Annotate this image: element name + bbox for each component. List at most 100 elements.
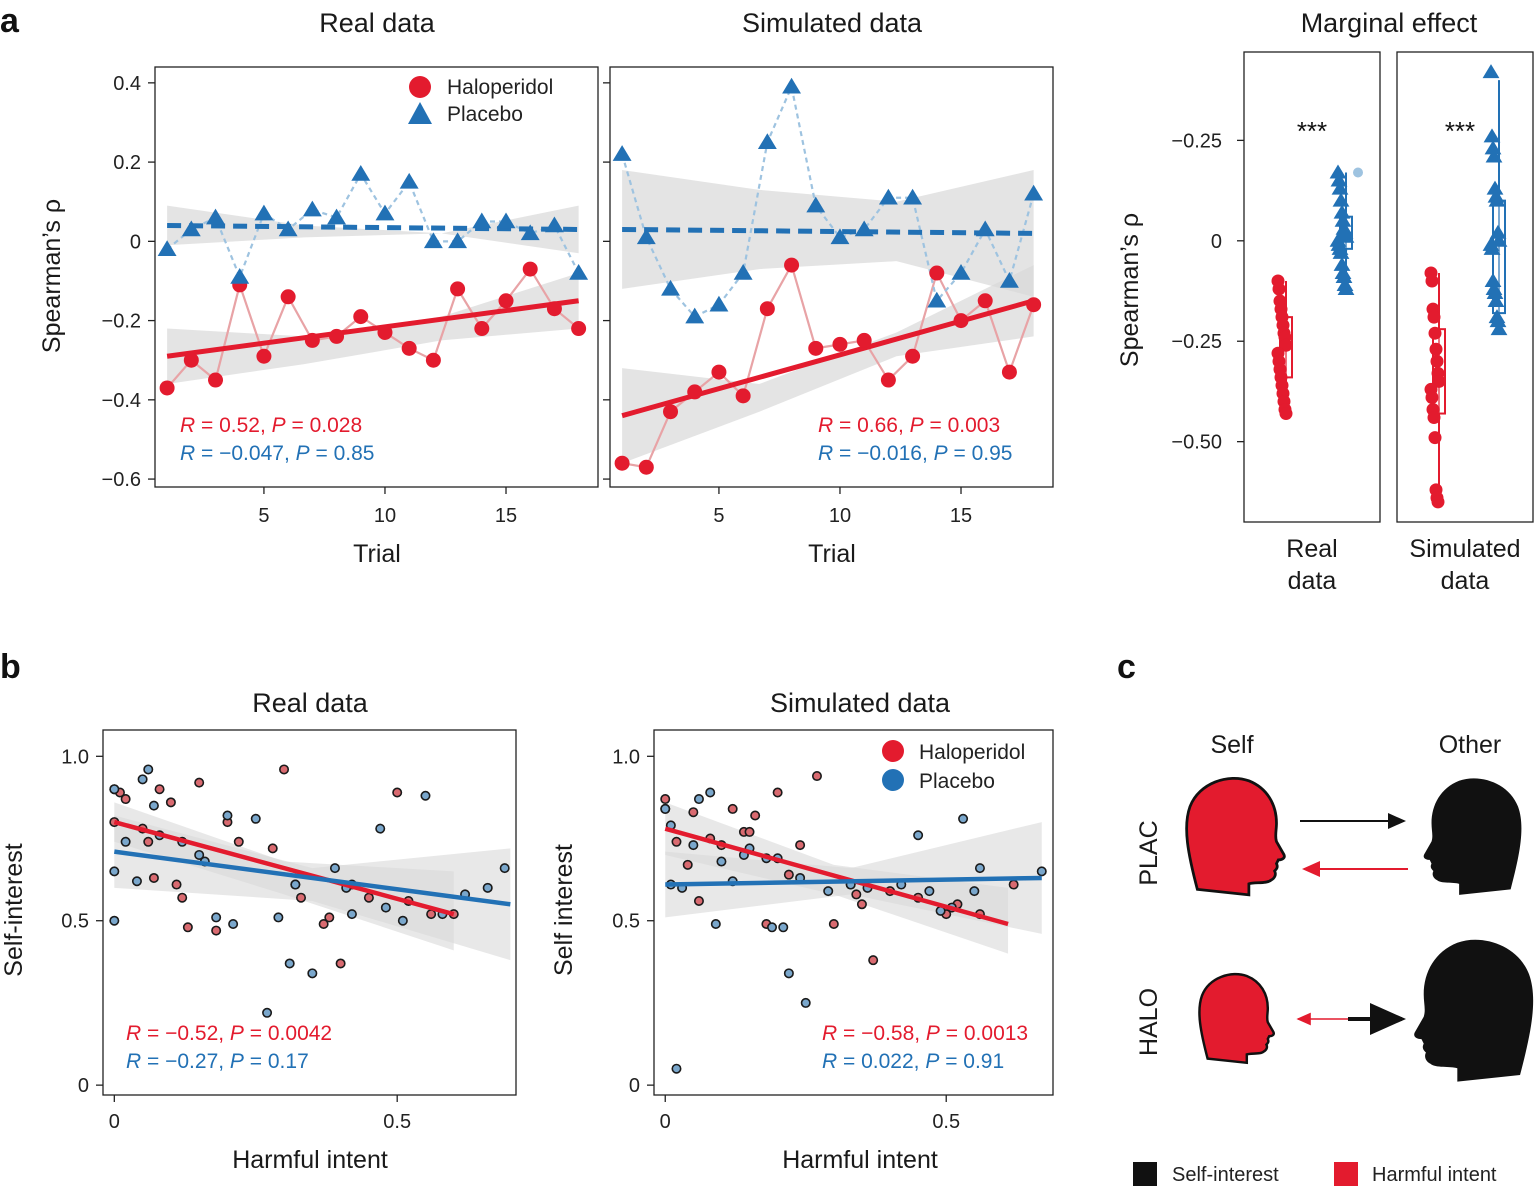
data-marks [157, 164, 589, 396]
point-placebo [1486, 285, 1504, 300]
y-tick-label: −0.25 [1171, 130, 1222, 152]
point-placebo [131, 876, 142, 887]
point-placebo [1333, 256, 1351, 271]
y-axis-label: Spearman’s ρ [1116, 213, 1144, 367]
point-placebo [482, 882, 493, 893]
facet-frame-real [1243, 51, 1381, 523]
axis-ticks: 5 10 15 0.4 0.2 0 −0.2 −0.4 −0.6 [102, 73, 518, 527]
chart-b-real-data: Real data Self-interest Harmful intent 0… [0, 688, 517, 1174]
axis-ticks: 0 0.5 0 0.5 1.0 [612, 746, 960, 1133]
point-placebo [346, 909, 357, 920]
chart-title: Real data [319, 8, 436, 38]
x-axis-label: Trial [808, 540, 856, 568]
point-placebo [351, 164, 371, 181]
point-placebo [1483, 240, 1501, 255]
y-tick-label: −0.50 [1171, 432, 1222, 454]
point-haloperidol [856, 332, 872, 348]
column-label-other: Other [1439, 731, 1502, 759]
point-haloperidol [171, 879, 182, 890]
point-placebo [284, 958, 295, 969]
point-haloperidol [279, 764, 290, 775]
point-placebo [1329, 164, 1347, 179]
point-placebo [254, 204, 274, 221]
x-tick-label: 0 [660, 1111, 671, 1133]
point-placebo [420, 790, 431, 801]
point-placebo [903, 188, 923, 205]
point-placebo [380, 902, 391, 913]
x-tick-label: 10 [829, 505, 851, 527]
point-haloperidol [1428, 326, 1442, 340]
legend-harmful-intent-label: Harmful intent [1372, 1164, 1497, 1186]
point-haloperidol [353, 309, 369, 325]
legend-self-interest-swatch [1133, 1162, 1157, 1186]
chart-title: Marginal effect [1301, 8, 1478, 38]
point-haloperidol [711, 364, 727, 380]
point-haloperidol [744, 826, 755, 837]
x-tick-label: 15 [950, 505, 972, 527]
x-tick-label: 0.5 [932, 1111, 960, 1133]
y-tick-label: −0.25 [1171, 331, 1222, 353]
point-haloperidol [772, 787, 783, 798]
point-haloperidol [425, 352, 441, 368]
significance-stars-real: *** [1297, 116, 1327, 146]
point-haloperidol [498, 293, 514, 309]
stat-haloperidol: R = −0.58, P = 0.0013 [822, 1022, 1028, 1045]
x-tick-label: 5 [713, 505, 724, 527]
legend-placebo-marker [882, 769, 904, 791]
fit-line-placebo [622, 226, 1034, 236]
point-haloperidol [614, 455, 630, 471]
y-tick-label: 0 [78, 1075, 89, 1097]
point-haloperidol [660, 794, 671, 805]
fit-lines [113, 819, 511, 917]
point-placebo [109, 915, 120, 926]
column-label-self: Self [1210, 731, 1253, 759]
chart-title: Simulated data [742, 8, 923, 38]
point-placebo [222, 810, 233, 821]
panel-label-a: a [0, 2, 20, 40]
point-haloperidol [735, 388, 751, 404]
point-placebo [448, 232, 468, 249]
legend-placebo-marker [408, 102, 432, 124]
fit-line-haloperidol [621, 298, 1035, 419]
significance-stars-sim: *** [1445, 116, 1475, 146]
point-placebo [1331, 180, 1349, 195]
point-placebo [660, 803, 671, 814]
point-placebo [181, 220, 201, 237]
panel-label-b: b [0, 648, 21, 686]
point-haloperidol [211, 925, 222, 936]
point-haloperidol [377, 324, 393, 340]
y-tick-label: 1.0 [61, 746, 89, 768]
x-tick-label: 5 [258, 505, 269, 527]
point-placebo [520, 224, 540, 241]
point-placebo [999, 271, 1019, 288]
y-tick-label: −0.6 [102, 469, 141, 491]
point-placebo [924, 886, 935, 897]
point-placebo [137, 774, 148, 785]
plot-frame [102, 729, 517, 1096]
plot-frame [154, 66, 599, 488]
point-placebo [969, 886, 980, 897]
point-haloperidol [267, 843, 278, 854]
stat-haloperidol: R = −0.52, P = 0.0042 [126, 1022, 332, 1045]
x-tick-label: 0.5 [383, 1111, 411, 1133]
other-head-plac-icon [1423, 778, 1522, 895]
y-tick-label: −0.4 [102, 390, 141, 412]
point-placebo [951, 264, 971, 280]
point-placebo [250, 813, 261, 824]
point-placebo [612, 145, 632, 161]
panel-label-c: c [1117, 648, 1136, 686]
point-haloperidol [522, 261, 538, 277]
ci-band-placebo [114, 815, 511, 961]
point-haloperidol [143, 836, 154, 847]
point-haloperidol [1026, 297, 1042, 313]
point-placebo [878, 188, 898, 205]
chart-a-marginal-effect: Marginal effect Spearman’s ρ −0.250−0.25… [1116, 8, 1534, 595]
point-haloperidol [784, 257, 800, 273]
point-haloperidol [571, 321, 587, 337]
point-haloperidol [450, 281, 466, 297]
point-haloperidol [671, 836, 682, 847]
point-placebo [228, 919, 239, 930]
outlier-point [1353, 167, 1363, 178]
point-placebo [661, 279, 680, 296]
point-haloperidol [182, 922, 193, 933]
